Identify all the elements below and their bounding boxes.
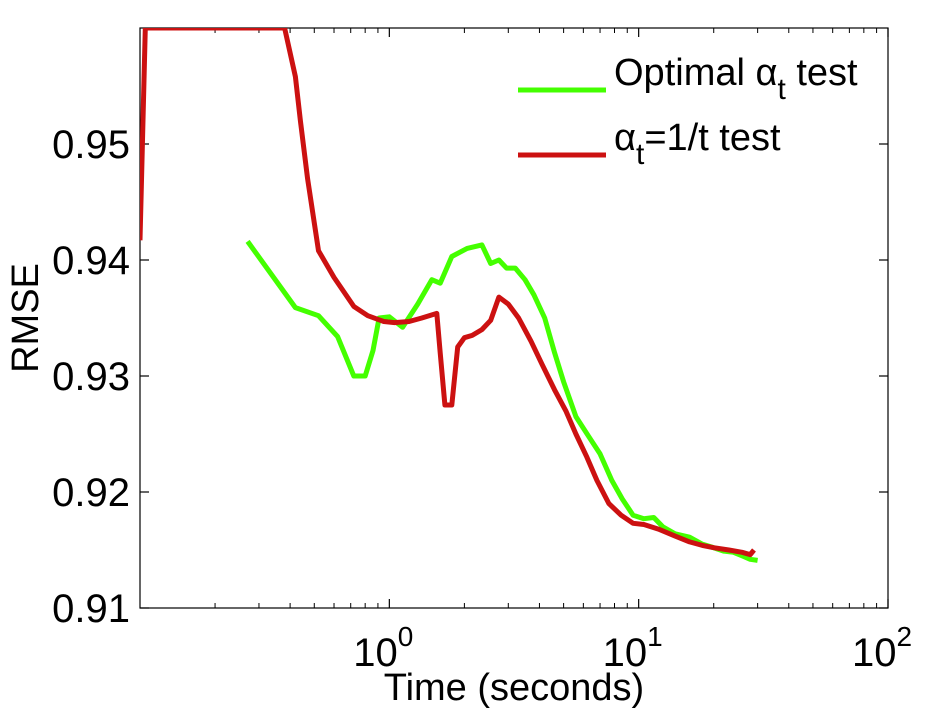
y-tick-label: 0.95 bbox=[52, 123, 130, 167]
series-line-1 bbox=[245, 239, 758, 563]
y-tick-label: 0.94 bbox=[52, 239, 130, 283]
plot-frame bbox=[139, 27, 889, 609]
y-tick-label: 0.92 bbox=[52, 471, 130, 515]
series-line-2 bbox=[140, 28, 756, 558]
legend: Optimal αt test αt=1/t test bbox=[518, 52, 858, 171]
series-layer bbox=[140, 28, 758, 563]
y-axis-label: RMSE bbox=[5, 263, 47, 373]
x-axis-label: Time (seconds) bbox=[384, 667, 644, 709]
y-tick-label: 0.93 bbox=[52, 355, 130, 399]
y-tick-label: 0.91 bbox=[52, 587, 130, 631]
legend-label-2: αt=1/t test bbox=[614, 117, 781, 171]
x-tick-label: 102 bbox=[852, 621, 912, 675]
legend-label-1: Optimal αt test bbox=[614, 52, 858, 106]
axis-ticks bbox=[140, 28, 889, 609]
